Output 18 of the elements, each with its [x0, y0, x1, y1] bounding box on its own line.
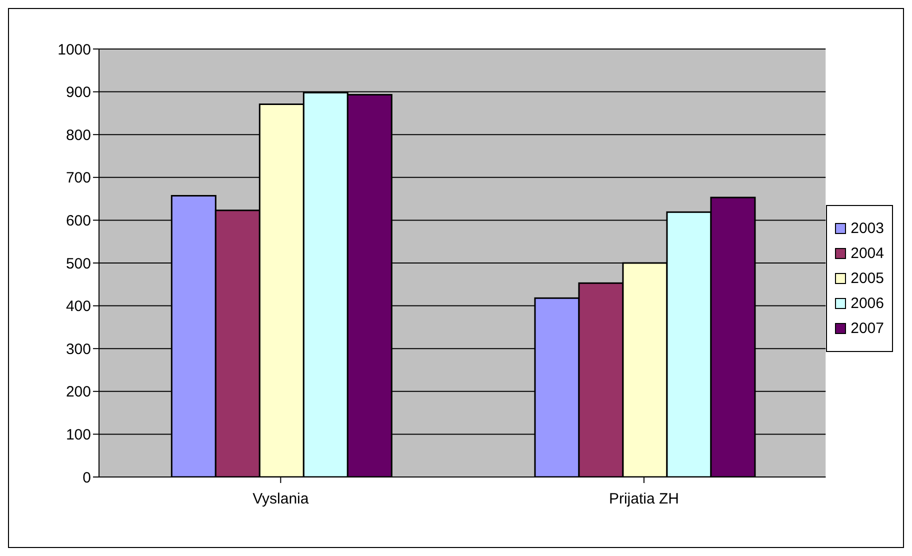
y-tick-label: 1000: [58, 41, 91, 58]
x-tick-label: Vyslania: [252, 490, 310, 508]
y-tick-label: 800: [66, 126, 91, 144]
y-tick-label: 300: [66, 340, 91, 358]
y-tick-label: 400: [66, 298, 91, 316]
y-tick-label: 100: [66, 426, 91, 444]
y-tick-label: 200: [66, 384, 91, 401]
y-tick-label: 600: [66, 212, 91, 230]
y-tick-label: 0: [82, 469, 91, 486]
legend-label: 2005: [850, 270, 884, 286]
legend-label: 2007: [850, 320, 884, 336]
legend-label: 2006: [850, 294, 884, 312]
y-tick-label: 700: [66, 170, 91, 187]
legend-label: 2004: [850, 244, 884, 262]
x-tick-label: Prijatia ZH: [608, 490, 679, 508]
y-tick-label: 500: [66, 255, 91, 272]
legend-label: 2003: [850, 220, 884, 236]
y-tick-label: 900: [66, 84, 91, 102]
